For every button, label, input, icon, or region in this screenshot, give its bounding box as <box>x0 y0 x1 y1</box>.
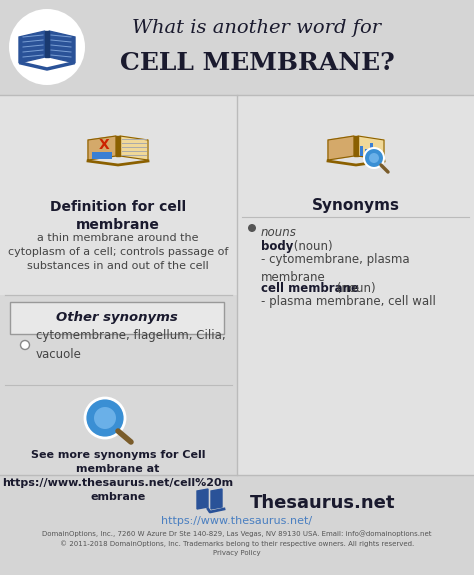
FancyBboxPatch shape <box>360 146 364 156</box>
Circle shape <box>85 398 125 438</box>
Polygon shape <box>197 489 208 509</box>
Text: X: X <box>99 138 109 152</box>
Text: Definition for cell
membrane: Definition for cell membrane <box>50 200 186 232</box>
Polygon shape <box>211 489 222 509</box>
Text: (noun): (noun) <box>290 240 333 253</box>
Text: - plasma membrane, cell wall: - plasma membrane, cell wall <box>261 295 436 308</box>
Text: (noun): (noun) <box>333 282 375 295</box>
Text: a thin membrane around the
cytoplasm of a cell; controls passage of
substances i: a thin membrane around the cytoplasm of … <box>8 233 228 271</box>
Text: cell membrane: cell membrane <box>261 282 359 295</box>
Circle shape <box>20 340 29 350</box>
Polygon shape <box>120 136 148 160</box>
FancyBboxPatch shape <box>0 295 237 475</box>
Polygon shape <box>354 136 358 156</box>
Polygon shape <box>19 31 45 63</box>
Text: Synonyms: Synonyms <box>312 198 400 213</box>
Circle shape <box>248 224 256 232</box>
Polygon shape <box>88 136 116 160</box>
Polygon shape <box>328 136 354 160</box>
FancyBboxPatch shape <box>365 149 368 156</box>
FancyBboxPatch shape <box>375 151 379 156</box>
Text: Other synonyms: Other synonyms <box>56 312 178 324</box>
Text: CELL MEMBRANE?: CELL MEMBRANE? <box>119 51 394 75</box>
Polygon shape <box>49 31 75 63</box>
Text: - cytomembrane, plasma
membrane: - cytomembrane, plasma membrane <box>261 253 410 284</box>
Text: cytomembrane, flagellum, Cilia,
vacuole: cytomembrane, flagellum, Cilia, vacuole <box>36 329 226 361</box>
Text: https://www.thesaurus.net/: https://www.thesaurus.net/ <box>162 516 312 526</box>
Text: body: body <box>261 240 293 253</box>
Text: See more synonyms for Cell
membrane at
https://www.thesaurus.net/cell%20m
embran: See more synonyms for Cell membrane at h… <box>2 450 234 502</box>
FancyBboxPatch shape <box>92 152 112 159</box>
Text: © 2011-2018 DomainOptions, Inc. Trademarks belong to their respective owners. Al: © 2011-2018 DomainOptions, Inc. Trademar… <box>60 540 414 547</box>
Circle shape <box>9 9 85 85</box>
FancyBboxPatch shape <box>0 475 474 575</box>
Text: nouns: nouns <box>261 226 297 239</box>
FancyBboxPatch shape <box>370 143 374 156</box>
Circle shape <box>318 110 394 186</box>
Polygon shape <box>116 136 120 156</box>
Text: What is another word for: What is another word for <box>132 19 382 37</box>
FancyBboxPatch shape <box>0 0 474 95</box>
Circle shape <box>94 407 116 429</box>
Text: DomainOptions, Inc., 7260 W Azure Dr Ste 140-829, Las Vegas, NV 89130 USA. Email: DomainOptions, Inc., 7260 W Azure Dr Ste… <box>42 530 432 536</box>
Polygon shape <box>45 31 49 57</box>
Text: Thesaurus.net: Thesaurus.net <box>250 494 395 512</box>
FancyBboxPatch shape <box>10 302 224 334</box>
Circle shape <box>364 148 384 168</box>
Polygon shape <box>358 136 384 160</box>
Text: Privacy Policy: Privacy Policy <box>213 550 261 556</box>
Circle shape <box>369 153 379 163</box>
Circle shape <box>80 110 156 186</box>
